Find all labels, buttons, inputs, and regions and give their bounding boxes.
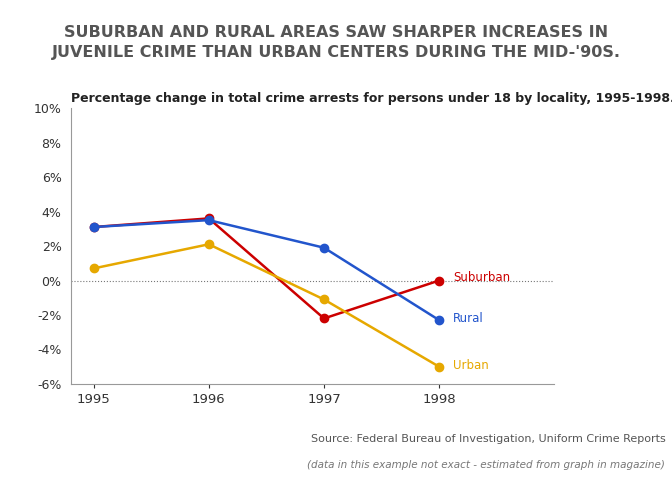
- Text: Source: Federal Bureau of Investigation, Uniform Crime Reports: Source: Federal Bureau of Investigation,…: [310, 434, 665, 444]
- Text: Suburban: Suburban: [453, 271, 510, 285]
- Text: Rural: Rural: [453, 312, 484, 325]
- Text: Percentage change in total crime arrests for persons under 18 by locality, 1995-: Percentage change in total crime arrests…: [71, 92, 672, 105]
- Text: (data in this example not exact - estimated from graph in magazine): (data in this example not exact - estima…: [307, 460, 665, 470]
- Text: Urban: Urban: [453, 359, 489, 372]
- Text: SUBURBAN AND RURAL AREAS SAW SHARPER INCREASES IN
JUVENILE CRIME THAN URBAN CENT: SUBURBAN AND RURAL AREAS SAW SHARPER INC…: [52, 25, 620, 60]
